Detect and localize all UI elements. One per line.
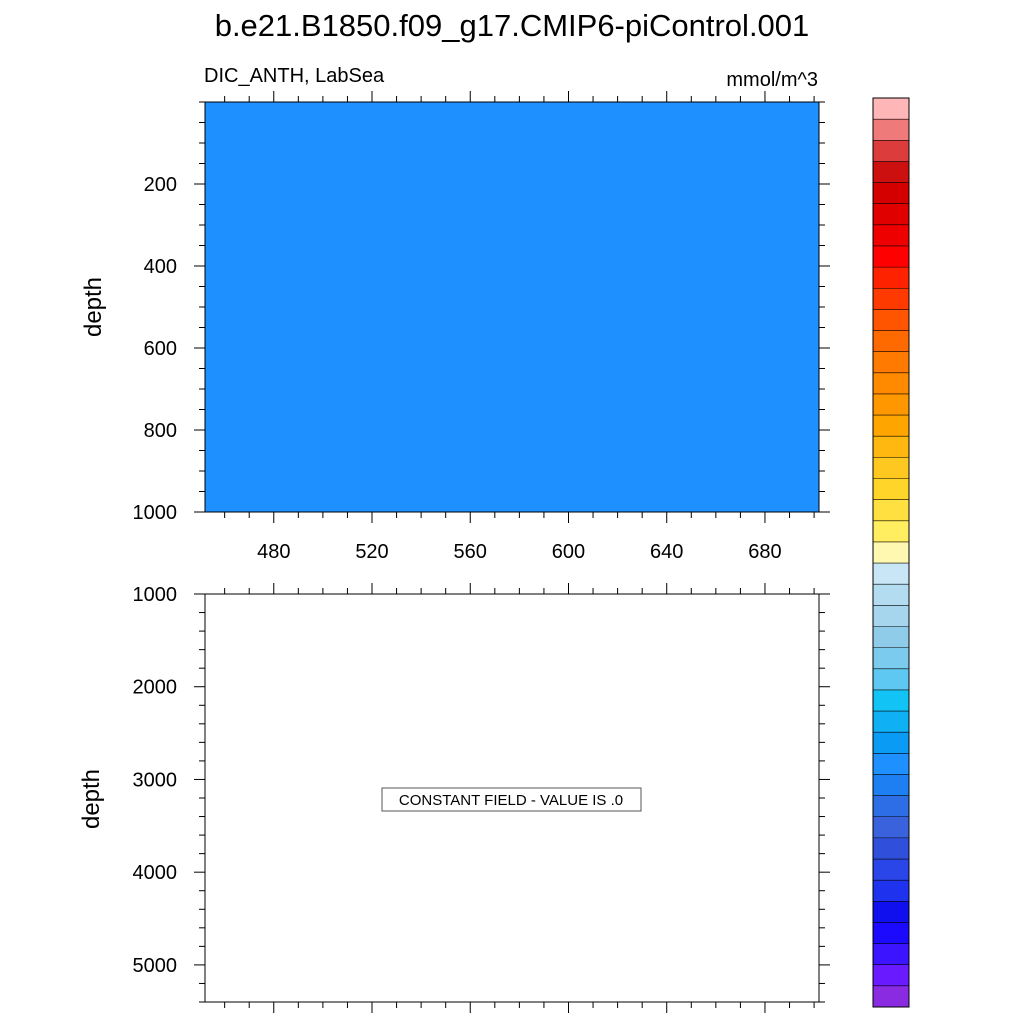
colorbar-bin [873, 309, 909, 331]
x-tick-label: 480 [257, 541, 290, 563]
colorbar-label: 54 [926, 0, 948, 5]
upper-panel: 480 520 560 600 640 680 200 400 600 800 1000 [133, 91, 830, 563]
lower-y-axis-label: depth [78, 769, 105, 829]
colorbar-bin [873, 499, 909, 522]
colorbar-bin [873, 964, 909, 987]
colorbar-label: 6 [931, 0, 942, 5]
colorbar: 908478726660544842363024181260-6-12-18-2… [872, 0, 952, 1008]
colorbar-bin [873, 372, 909, 395]
colorbar-bin [873, 351, 909, 374]
colorbar-bin [873, 837, 909, 860]
colorbar-bin [873, 668, 909, 691]
colorbar-label: 66 [926, 0, 948, 5]
y-tick-label: 600 [144, 338, 177, 360]
colorbar-bin [873, 267, 909, 289]
colorbar-bin [873, 816, 909, 839]
colorbar-bin [873, 985, 909, 1008]
colorbar-bin [873, 563, 909, 585]
colorbar-bin [873, 795, 909, 818]
colorbar-label: 18 [926, 0, 948, 5]
colorbar-label: -12 [923, 0, 952, 5]
x-tick-label: 640 [650, 541, 683, 563]
colorbar-label: 84 [926, 0, 948, 5]
colorbar-label: -18 [923, 0, 952, 5]
colorbar-label: 12 [926, 0, 948, 5]
colorbar-bin [873, 203, 909, 226]
colorbar-bin [873, 478, 909, 500]
y-tick-label: 3000 [133, 769, 178, 791]
y-tick-label: 1000 [133, 584, 178, 606]
svg-text:CONSTANT FIELD - VALUE IS .0: CONSTANT FIELD - VALUE IS .0 [399, 792, 623, 809]
colorbar-bin [873, 415, 909, 437]
colorbar-bin [873, 288, 909, 310]
colorbar-bin [873, 393, 909, 416]
plot-frame [204, 593, 820, 1003]
colorbar-bin [873, 711, 909, 733]
colorbar-bin [873, 584, 909, 606]
colorbar-bin [873, 732, 909, 754]
x-tick-label: 560 [454, 541, 487, 563]
x-tick-label: 520 [355, 541, 388, 563]
y-tick-label: 5000 [133, 955, 178, 977]
colorbar-bin [873, 859, 909, 881]
chart-title: b.e21.B1850.f09_g17.CMIP6-piControl.001 [215, 8, 810, 43]
lower-panel: 1000 2000 3000 4000 5000 [133, 583, 830, 1013]
plot-frame [204, 101, 820, 513]
colorbar-bin [873, 943, 909, 966]
y-tick-label: 4000 [133, 862, 178, 884]
colorbar-bin [873, 520, 909, 543]
colorbar-bin [873, 161, 909, 183]
colorbar-bin [873, 245, 909, 268]
colorbar-bin [873, 98, 909, 120]
left-subtitle: DIC_ANTH, LabSea [204, 65, 385, 87]
colorbar-bin [873, 626, 909, 648]
colorbar-bin [873, 901, 909, 923]
x-tick-label: 600 [552, 541, 585, 563]
colorbar-bin [873, 224, 909, 247]
colorbar-label: 36 [926, 0, 948, 5]
colorbar-label: 42 [926, 0, 948, 5]
colorbar-bin [873, 457, 909, 479]
field-fill [205, 102, 819, 512]
colorbar-bin [873, 541, 909, 564]
colorbar-frame [872, 97, 910, 1008]
colorbar-bin [873, 689, 909, 712]
colorbar-bin [873, 119, 909, 141]
colorbar-bin [873, 647, 909, 670]
colorbar-bin [873, 753, 909, 775]
y-tick-label: 400 [144, 256, 177, 278]
colorbar-bin [873, 605, 909, 627]
colorbar-bin [873, 774, 909, 796]
colorbar-label: 72 [926, 0, 948, 5]
x-tick-label: 680 [748, 541, 781, 563]
colorbar-label: 90 [926, 0, 948, 5]
colorbar-bin [873, 182, 909, 204]
colorbar-label: 30 [926, 0, 948, 5]
upper-y-axis-label: depth [80, 277, 107, 337]
colorbar-label: 24 [926, 0, 948, 5]
colorbar-label: -30 [923, 0, 952, 5]
y-tick-label: 800 [144, 420, 177, 442]
colorbar-bin [873, 436, 909, 458]
colorbar-bin [873, 880, 909, 902]
y-tick-label: 1000 [133, 502, 178, 524]
colorbar-label: -24 [923, 0, 952, 5]
colorbar-label: 0 [931, 0, 942, 5]
colorbar-bin [873, 330, 909, 352]
colorbar-bin [873, 140, 909, 162]
colorbar-label: 78 [926, 0, 948, 5]
y-tick-label: 2000 [133, 677, 178, 699]
units-subtitle: mmol/m^3 [726, 69, 818, 91]
colorbar-bin [873, 922, 909, 944]
colorbar-label: -6 [928, 0, 946, 5]
constant-field-annotation: CONSTANT FIELD - VALUE IS .0 [381, 787, 642, 812]
y-tick-label: 200 [144, 174, 177, 196]
colorbar-label: 48 [926, 0, 948, 5]
colorbar-label: 60 [926, 0, 948, 5]
